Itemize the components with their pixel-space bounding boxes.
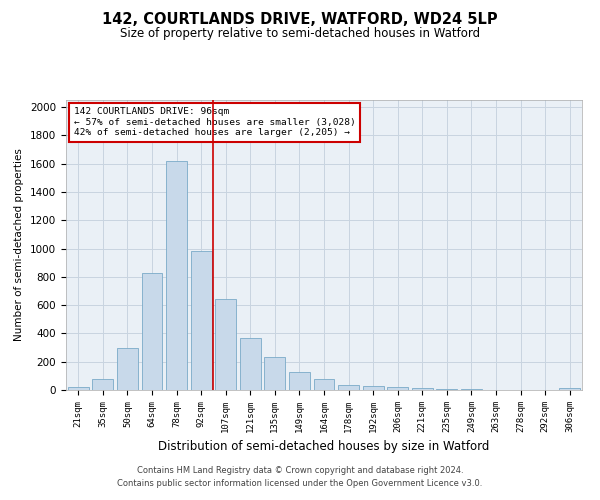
Bar	[559, 388, 580, 390]
Text: 142, COURTLANDS DRIVE, WATFORD, WD24 5LP: 142, COURTLANDS DRIVE, WATFORD, WD24 5LP	[102, 12, 498, 28]
Y-axis label: Number of semi-detached properties: Number of semi-detached properties	[14, 148, 25, 342]
X-axis label: Distribution of semi-detached houses by size in Watford: Distribution of semi-detached houses by …	[158, 440, 490, 454]
Bar	[265, 358, 286, 390]
Bar	[191, 252, 212, 390]
Bar	[166, 161, 187, 390]
Bar	[338, 385, 359, 390]
Bar	[289, 372, 310, 390]
Bar	[436, 388, 457, 390]
Bar	[362, 386, 383, 390]
Bar	[92, 378, 113, 390]
Bar	[117, 348, 138, 390]
Bar	[412, 388, 433, 390]
Bar	[240, 338, 261, 390]
Text: 142 COURTLANDS DRIVE: 96sqm
← 57% of semi-detached houses are smaller (3,028)
42: 142 COURTLANDS DRIVE: 96sqm ← 57% of sem…	[74, 108, 355, 137]
Bar	[142, 272, 163, 390]
Text: Contains HM Land Registry data © Crown copyright and database right 2024.
Contai: Contains HM Land Registry data © Crown c…	[118, 466, 482, 487]
Bar	[387, 387, 408, 390]
Text: Size of property relative to semi-detached houses in Watford: Size of property relative to semi-detach…	[120, 28, 480, 40]
Bar	[68, 387, 89, 390]
Bar	[314, 380, 334, 390]
Bar	[215, 300, 236, 390]
